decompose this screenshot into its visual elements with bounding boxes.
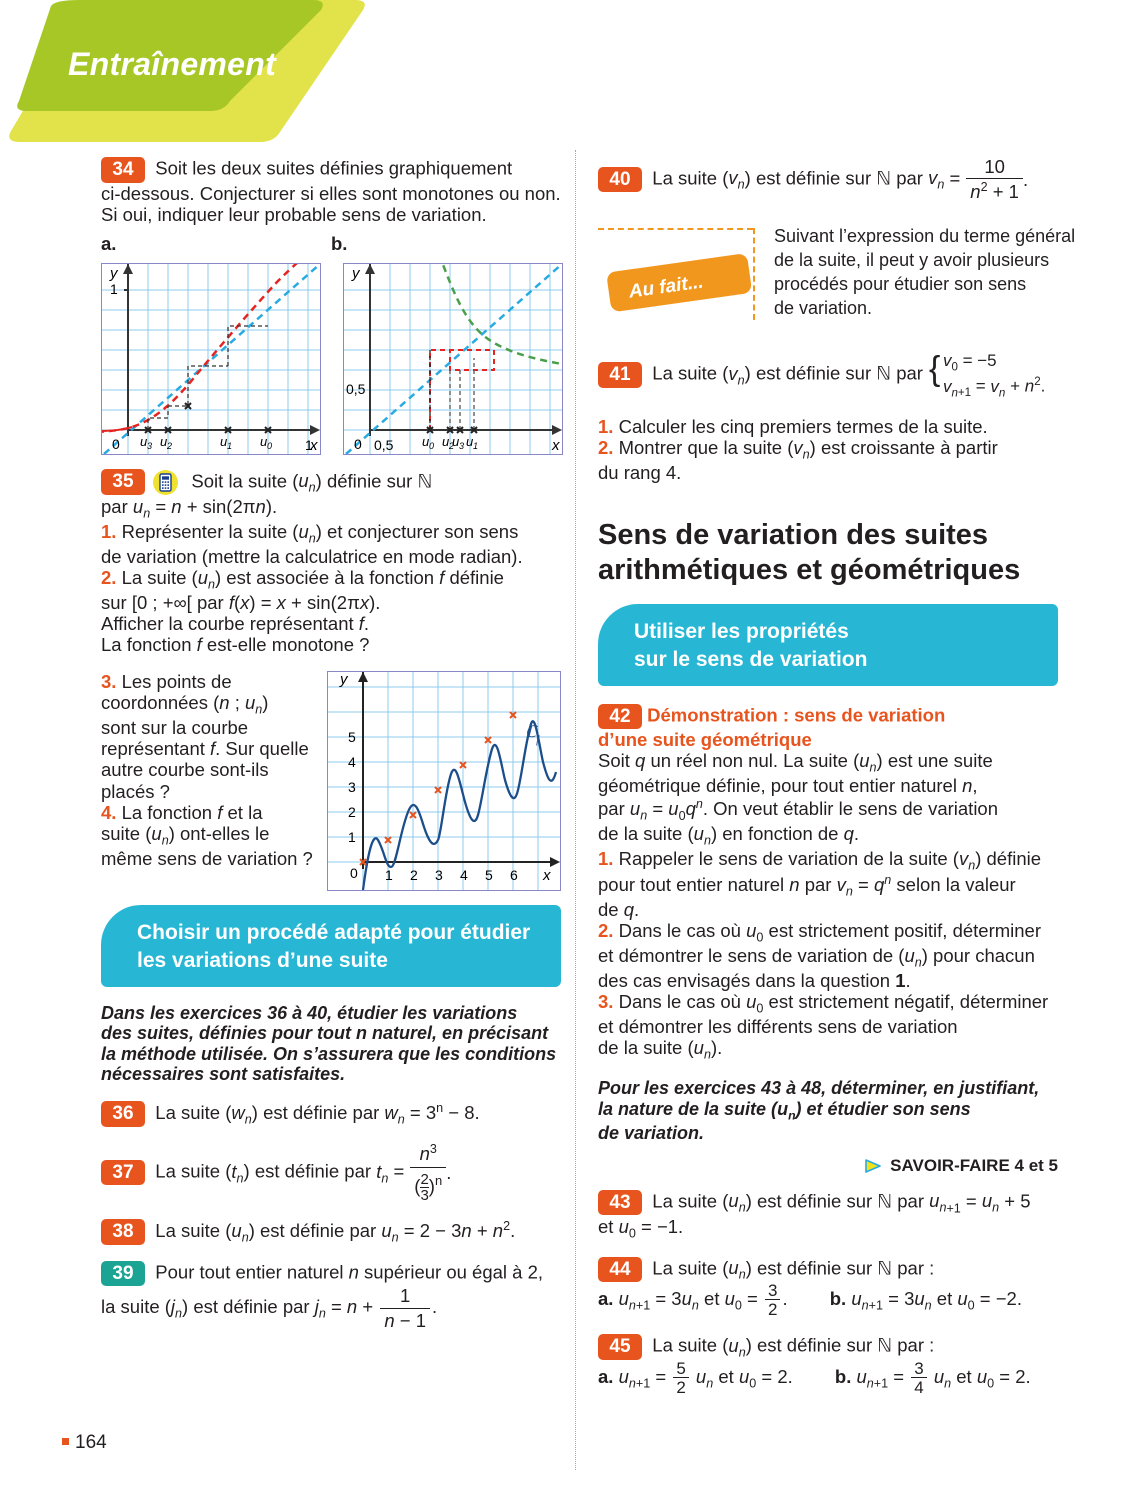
svg-text:1: 1	[110, 281, 118, 297]
svg-text:1: 1	[348, 829, 356, 845]
svg-text:y: y	[339, 671, 349, 688]
svg-text:2: 2	[166, 441, 172, 451]
svg-text:0: 0	[354, 436, 362, 452]
svg-text:0: 0	[350, 865, 358, 881]
svg-text:0,5: 0,5	[346, 381, 366, 397]
svg-text:5: 5	[348, 729, 356, 745]
svg-text:2: 2	[410, 867, 418, 883]
svg-text:1: 1	[227, 441, 232, 451]
svg-text:4: 4	[460, 867, 468, 883]
svg-text:0: 0	[112, 436, 120, 452]
svg-text:1: 1	[385, 867, 393, 883]
svg-text:5: 5	[485, 867, 493, 883]
svg-text:0: 0	[429, 441, 434, 451]
svg-text:0: 0	[267, 441, 272, 451]
svg-text:3: 3	[459, 441, 464, 451]
svg-text:0,5: 0,5	[374, 437, 394, 453]
svg-text:3: 3	[435, 867, 443, 883]
svg-text:y: y	[351, 265, 361, 282]
svg-text:y: y	[109, 265, 119, 282]
svg-text:x: x	[551, 437, 560, 454]
svg-text:x: x	[542, 867, 551, 884]
svg-text:1: 1	[473, 441, 478, 451]
svg-text:6: 6	[510, 867, 518, 883]
svg-text:3: 3	[147, 441, 152, 451]
svg-text:2: 2	[348, 804, 356, 820]
svg-text:x: x	[309, 437, 318, 454]
svg-text:4: 4	[348, 754, 356, 770]
svg-text:3: 3	[348, 779, 356, 795]
